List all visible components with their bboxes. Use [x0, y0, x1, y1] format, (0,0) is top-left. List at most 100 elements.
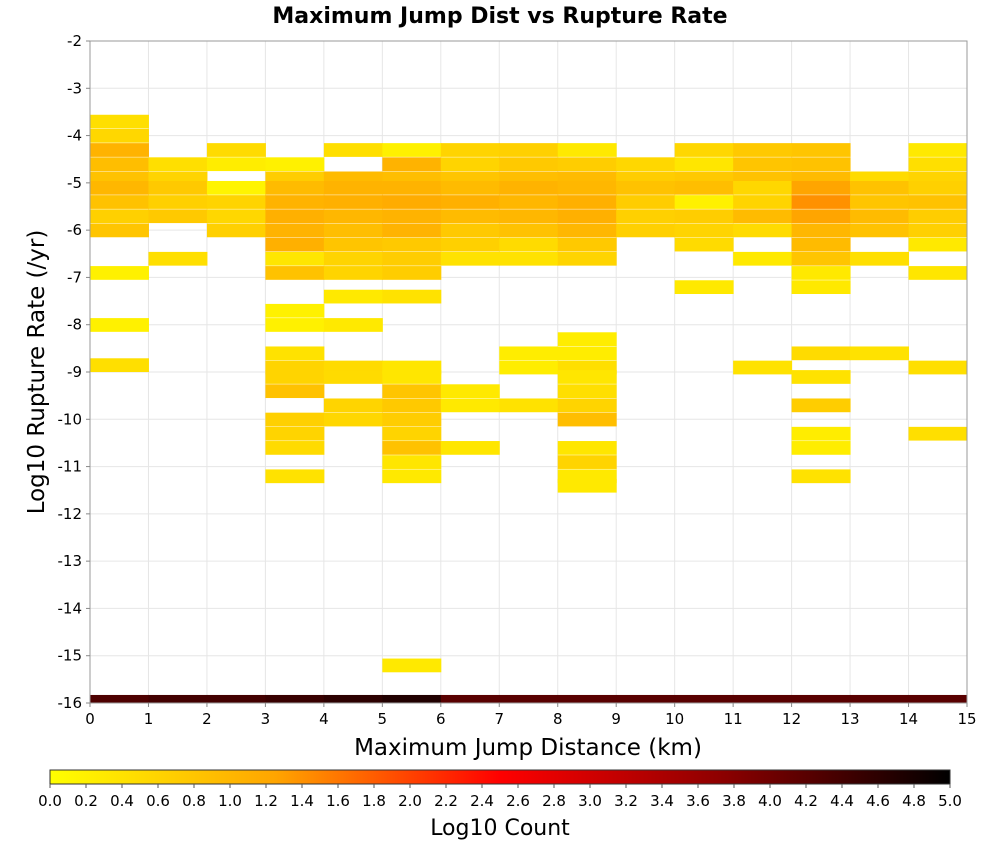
- y-tick-label: -2: [67, 32, 82, 50]
- heatmap-cell: [850, 209, 910, 224]
- colorbar-tick-label: 4.2: [794, 792, 818, 810]
- heatmap-cell: [557, 251, 617, 266]
- heatmap-cell: [265, 180, 325, 195]
- heatmap-cell: [908, 195, 968, 209]
- heatmap-cell: [850, 223, 910, 238]
- heatmap-cell: [382, 441, 442, 455]
- heatmap-cell: [90, 180, 149, 195]
- chart-title: Maximum Jump Dist vs Rupture Rate: [272, 4, 727, 29]
- marginal-cell: [206, 694, 266, 703]
- heatmap-cell: [90, 157, 149, 172]
- heatmap-cell: [674, 157, 734, 172]
- colorbar-tick-label: 4.0: [758, 792, 782, 810]
- heatmap-cell: [908, 223, 968, 238]
- heatmap-cell: [382, 289, 442, 304]
- heatmap-cell: [908, 266, 968, 280]
- y-tick-label: -10: [58, 410, 83, 428]
- heatmap-cell: [499, 209, 559, 224]
- x-tick-label: 6: [436, 710, 446, 728]
- heatmap-cell: [616, 180, 676, 195]
- colorbar-tick-label: 4.4: [830, 792, 854, 810]
- heatmap-cell: [440, 384, 500, 399]
- colorbar-tick-label: 3.0: [578, 792, 602, 810]
- heatmap-cell: [791, 346, 851, 361]
- heatmap-cell: [791, 398, 851, 413]
- heatmap-cell: [733, 251, 793, 266]
- heatmap-cell: [557, 209, 617, 224]
- heatmap-cell: [557, 195, 617, 209]
- y-tick-label: -13: [58, 552, 83, 570]
- heatmap-cell: [440, 157, 500, 172]
- x-tick-label: 13: [841, 710, 860, 728]
- heatmap-cell: [265, 266, 325, 280]
- x-axis-label: Maximum Jump Distance (km): [354, 735, 702, 761]
- heatmap-cell: [791, 441, 851, 455]
- heatmap-cell: [791, 426, 851, 441]
- heatmap-cell: [90, 318, 149, 332]
- heatmap-cell: [674, 195, 734, 209]
- heatmap-cell: [557, 223, 617, 238]
- x-tick-label: 14: [899, 710, 918, 728]
- heatmap-cell: [206, 157, 266, 172]
- heatmap-cell: [382, 455, 442, 469]
- heatmap-cell: [90, 358, 149, 373]
- heatmap-cell: [323, 180, 383, 195]
- heatmap-cell: [557, 180, 617, 195]
- heatmap-cell: [382, 370, 442, 384]
- heatmap-cell: [440, 441, 500, 455]
- colorbar-tick-label: 1.2: [254, 792, 278, 810]
- heatmap-cell: [323, 251, 383, 266]
- heatmap-cell: [908, 143, 968, 157]
- colorbar-tick-label: 1.4: [290, 792, 314, 810]
- heatmap-cell: [382, 237, 442, 252]
- x-tick-label: 2: [202, 710, 212, 728]
- heatmap-cell: [90, 128, 149, 143]
- marginal-cell: [791, 694, 851, 703]
- heatmap-cell: [90, 195, 149, 209]
- marginal-cell: [733, 694, 793, 703]
- heatmap-cell: [557, 346, 617, 361]
- heatmap-cell: [908, 426, 968, 441]
- marginal-cell: [148, 694, 208, 703]
- heatmap-cell: [382, 266, 442, 280]
- colorbar-tick-label: 2.2: [434, 792, 458, 810]
- heatmap-cell: [323, 318, 383, 332]
- heatmap-cell: [382, 384, 442, 399]
- colorbar-tick-label: 3.8: [722, 792, 746, 810]
- heatmap-cell: [557, 157, 617, 172]
- heatmap-cell: [733, 157, 793, 172]
- colorbar: [49, 769, 951, 785]
- heatmap-cell: [908, 237, 968, 252]
- marginal-cell: [382, 694, 442, 703]
- heatmap-cell: [499, 143, 559, 157]
- colorbar-tick-label: 2.8: [542, 792, 566, 810]
- heatmap-cell: [382, 251, 442, 266]
- marginal-cell: [616, 694, 676, 703]
- heatmap-cell: [908, 157, 968, 172]
- heatmap-cell: [616, 195, 676, 209]
- colorbar-tick-label: 5.0: [938, 792, 962, 810]
- colorbar-tick-label: 1.0: [218, 792, 242, 810]
- heatmap-cell: [557, 455, 617, 469]
- heatmap-cell: [265, 469, 325, 484]
- heatmap-cell: [733, 143, 793, 157]
- heatmap-cell: [440, 195, 500, 209]
- heatmap-cell: [791, 209, 851, 224]
- x-tick-label: 9: [611, 710, 621, 728]
- heatmap-cell: [90, 223, 149, 238]
- y-tick-label: -3: [67, 79, 82, 97]
- heatmap-cell: [265, 346, 325, 361]
- heatmap-cell: [440, 143, 500, 157]
- heatmap-cell: [499, 157, 559, 172]
- y-tick-label: -11: [58, 458, 83, 476]
- heatmap-cell: [265, 303, 325, 318]
- y-tick-label: -6: [67, 221, 82, 239]
- heatmap-cell: [148, 180, 208, 195]
- heatmap-cell: [850, 195, 910, 209]
- colorbar-tick-label: 3.6: [686, 792, 710, 810]
- heatmap-cells: [90, 114, 968, 673]
- colorbar-tick-label: 0.0: [38, 792, 62, 810]
- heatmap-cell: [791, 195, 851, 209]
- heatmap-cell: [206, 180, 266, 195]
